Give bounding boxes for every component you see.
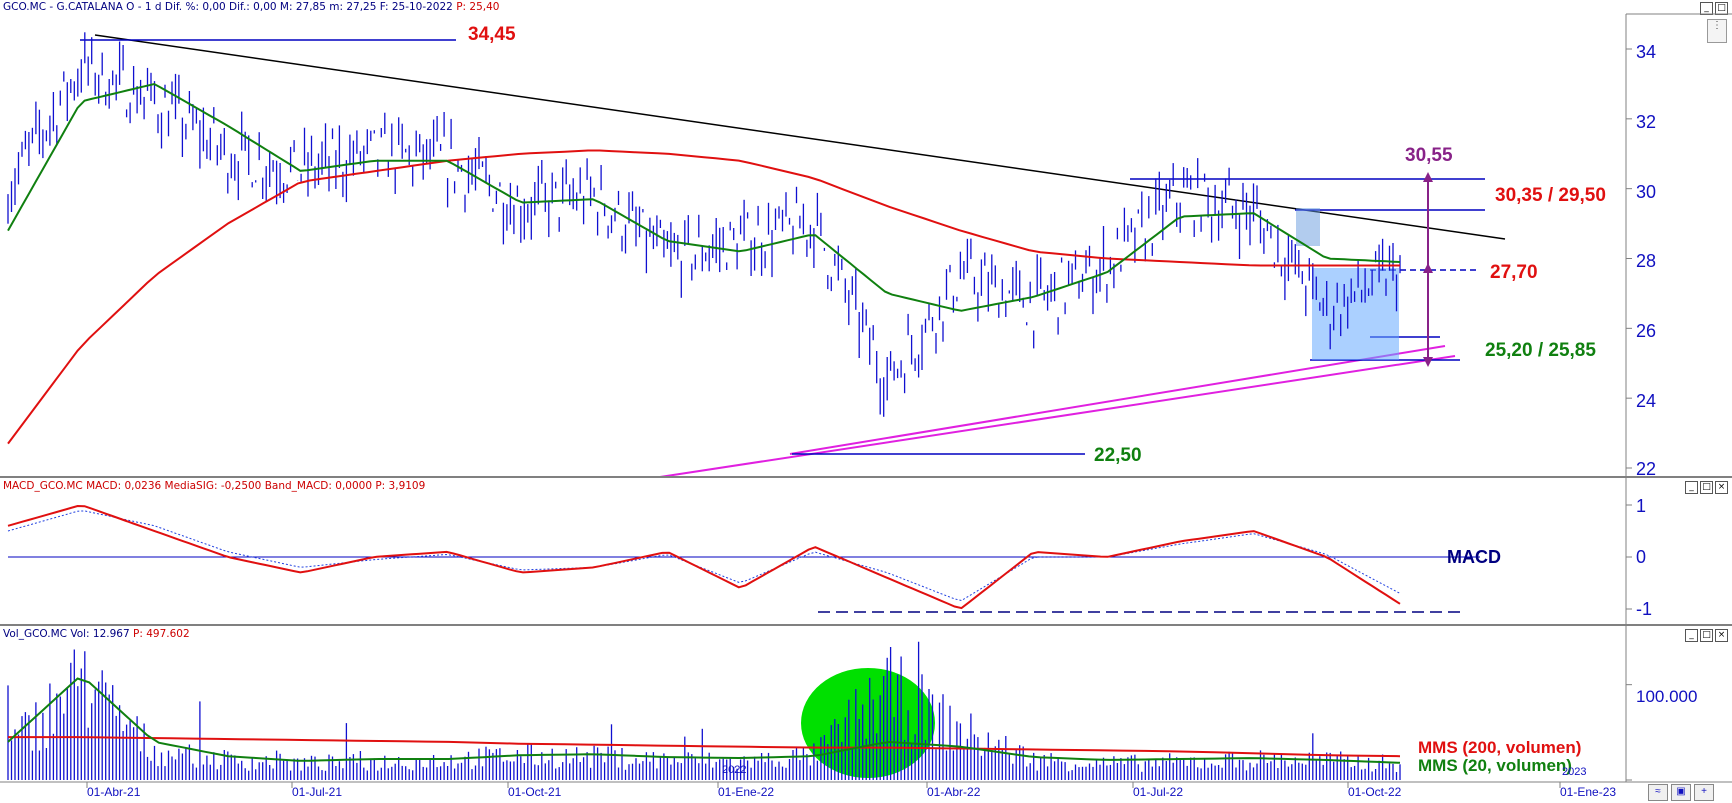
volume-panel[interactable]: Vol_GCO.MC Vol: 12.967 P: 497.602 _ □ × (0, 627, 1732, 642)
year-mark-2022: 2022 (722, 764, 747, 776)
price-tick-30: 30 (1636, 182, 1657, 202)
macd-line (7, 504, 1401, 610)
trend-line-down (94, 34, 1506, 240)
annotation-high: 34,45 (468, 24, 516, 45)
macd-tick-neg1: -1 (1636, 599, 1653, 619)
crosshair-icon[interactable]: + (1694, 784, 1714, 801)
volume-window-buttons: _ □ × (1685, 629, 1728, 642)
volume-header-text: Vol_GCO.MC Vol: 12.967 (3, 628, 130, 640)
price-bars (7, 32, 1401, 417)
year-mark-2023: 2023 (1562, 766, 1587, 778)
annotation-target: 30,55 (1405, 145, 1453, 166)
x-label-ene23: 01-Ene-23 (1560, 785, 1617, 799)
volume-header-price: P: 497.602 (133, 628, 190, 640)
ma20-line (7, 82, 1401, 312)
x-label-abr22: 01-Abr-22 (927, 785, 981, 799)
annotation-support: 25,20 / 25,85 (1485, 340, 1596, 361)
target-arrow-head-top (1423, 172, 1433, 182)
price-tick-28: 28 (1636, 251, 1657, 271)
ma200-line (7, 149, 1400, 445)
price-tick-26: 26 (1636, 321, 1657, 341)
annotation-macd: MACD (1447, 547, 1501, 567)
channel-line-upper (789, 345, 1446, 455)
price-header-price: P: 25,40 (456, 1, 500, 13)
macd-tick-marks (1626, 504, 1632, 610)
x-label-abr21: 01-Abr-21 (87, 785, 141, 799)
volume-header: Vol_GCO.MC Vol: 12.967 P: 497.602 (3, 628, 190, 640)
volume-bars (7, 641, 1401, 780)
annotation-mms200: MMS (200, volumen) (1418, 738, 1582, 757)
vol-tick-100000: 100.000 (1636, 687, 1698, 706)
annotation-resistance: 30,35 / 29,50 (1495, 185, 1606, 206)
zoom-icon[interactable]: ≈ (1648, 784, 1668, 801)
highlight-box-small (1296, 208, 1320, 246)
volume-ma200-line (8, 736, 1401, 758)
volume-ma20-line (7, 677, 1401, 764)
panel-scroll-icon[interactable]: ⋮ (1707, 19, 1727, 43)
macd-header: MACD_GCO.MC MACD: 0,0236 MediaSIG: -0,25… (3, 480, 425, 492)
annotation-mms20: MMS (20, volumen) (1418, 756, 1572, 775)
x-label-oct22: 01-Oct-22 (1348, 785, 1402, 799)
x-label-jul21: 01-Jul-21 (292, 785, 343, 799)
price-window-buttons: _ □ (1700, 2, 1728, 15)
maximize-icon[interactable]: □ (1700, 481, 1713, 494)
macd-signal-line (7, 510, 1401, 602)
price-header-text: GCO.MC - G.CATALANA O - 1 d Dif. %: 0,00… (3, 1, 453, 13)
price-panel[interactable]: GCO.MC - G.CATALANA O - 1 d Dif. %: 0,00… (0, 0, 1732, 477)
x-label-oct21: 01-Oct-21 (508, 785, 562, 799)
price-tick-34: 34 (1636, 42, 1657, 62)
macd-header-price: P: 3,9109 (375, 480, 426, 492)
macd-panel[interactable]: MACD_GCO.MC MACD: 0,0236 MediaSIG: -0,25… (0, 479, 1732, 494)
target-arrow-head-mid (1423, 263, 1433, 273)
price-tick-32: 32 (1636, 112, 1657, 132)
x-label-jul22: 01-Jul-22 (1133, 785, 1184, 799)
close-icon[interactable]: × (1715, 629, 1728, 642)
annotation-low: 22,50 (1094, 445, 1142, 466)
channel-line-lower (659, 355, 1456, 478)
maximize-icon[interactable]: □ (1700, 629, 1713, 642)
vol-tick-marks (1626, 684, 1632, 781)
chart-toolbar: ≈ ▣ + (1648, 784, 1714, 801)
annotation-current: 27,70 (1490, 262, 1538, 283)
macd-header-text: MACD_GCO.MC MACD: 0,0236 MediaSIG: -0,25… (3, 480, 372, 492)
close-icon[interactable]: × (1715, 481, 1728, 494)
price-tick-marks (1626, 48, 1632, 469)
save-icon[interactable]: ▣ (1671, 784, 1691, 801)
target-arrow-head-bottom (1423, 357, 1433, 367)
macd-window-buttons: _ □ × (1685, 481, 1728, 494)
x-tick-marks (86, 782, 1561, 788)
price-header: GCO.MC - G.CATALANA O - 1 d Dif. %: 0,00… (3, 1, 499, 13)
price-tick-24: 24 (1636, 391, 1657, 411)
minimize-icon[interactable]: _ (1685, 629, 1698, 642)
minimize-icon[interactable]: _ (1685, 481, 1698, 494)
macd-tick-0: 0 (1636, 547, 1647, 567)
x-label-ene22: 01-Ene-22 (718, 785, 775, 799)
price-tick-22: 22 (1636, 459, 1657, 479)
macd-tick-1: 1 (1636, 496, 1647, 516)
